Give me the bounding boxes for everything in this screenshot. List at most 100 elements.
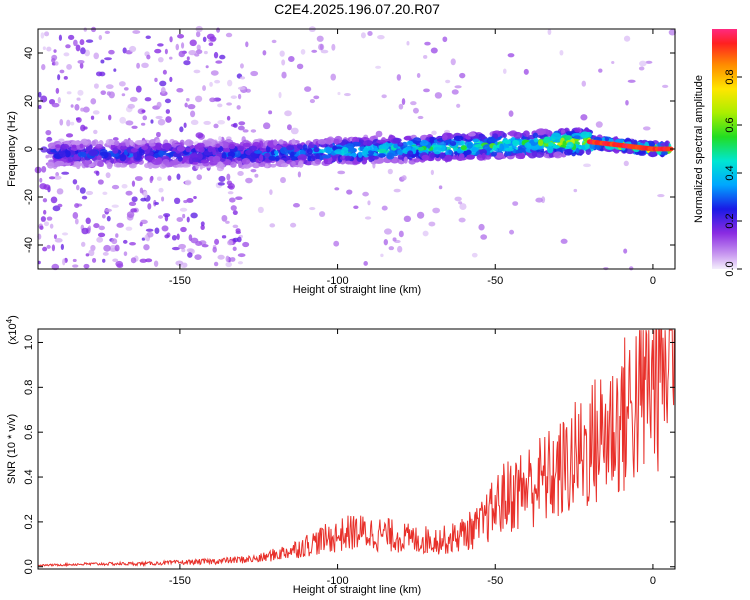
spectrum-band-cell [552,145,560,149]
spectrum-speckle [58,138,65,143]
spectrum-speckle [417,115,424,120]
spectrum-speckle [51,102,60,108]
spectrum-band-cell [515,153,526,160]
spectrum-speckle [123,251,128,257]
spectrum-speckle [178,50,186,58]
spectrum-band-cell [190,148,196,153]
spectrum-speckle [423,54,428,59]
spectrum-speckle [155,131,161,138]
spectrum-speckle [66,91,72,95]
spectrum-band-cell [386,152,395,160]
spectrogram-ytick-label: 20 [23,95,35,107]
spectrum-speckle [232,224,239,229]
spectrum-speckle [503,68,507,74]
spectrum-band-cell [203,140,212,145]
spectrum-speckle [76,97,81,101]
spectrum-speckle [320,49,329,54]
spectrum-band-cell [162,142,172,150]
spectrum-band-cell [585,148,592,155]
spectrum-speckle [416,211,425,219]
spectrum-band-cell [404,136,411,141]
spectrum-speckle [195,132,204,139]
colorbar-tick-label: 0.8 [724,69,736,84]
spectrum-band-cell [212,155,221,163]
spectrum-speckle [218,175,226,182]
spectrum-speckle [48,98,56,105]
spectrum-band-cell [393,143,399,149]
spectrum-speckle [111,238,118,245]
spectrum-band-cell [487,138,498,143]
spectrum-band-cell [188,156,194,165]
spectrum-speckle [169,36,173,43]
spectrum-speckle [139,222,143,227]
spectrum-speckle [240,63,244,69]
spectrum-band-cell [280,163,289,168]
spectrum-speckle [114,244,120,252]
spectrum-speckle [59,118,64,126]
spectrum-speckle [257,206,264,214]
snr-panel: -150 -100 -50 0 0.0 0.2 0.4 0.6 0.8 1.0 Height of… [5,315,676,596]
spectrum-speckle [168,56,173,60]
spectrum-band-cell [575,147,580,154]
spectrum-speckle [454,196,462,202]
spectrum-speckle [142,115,148,121]
spectrum-band-cell [392,137,402,143]
spectrum-speckle [313,95,320,100]
spectrum-speckle [42,246,48,252]
spectrum-band-cell [133,151,138,159]
spectrum-speckle [281,71,287,79]
spectrum-speckle [221,235,227,239]
spectrum-band-cell [230,161,237,168]
spectrum-band-cell [548,142,554,147]
spectrum-band-cell [220,157,226,162]
spectrum-speckle [304,86,312,92]
spectrum-speckle [208,42,214,47]
spectrum-band-cell [397,142,404,147]
spectrum-speckle [392,237,397,242]
spectrum-speckle [125,190,133,196]
spectrum-speckle [432,207,441,214]
spectrum-speckle [194,53,200,57]
spectrum-speckle [242,129,249,133]
spectrum-speckle [288,56,295,62]
spectrum-band-cell [177,156,183,162]
spectrum-speckle [250,169,257,173]
spectrum-speckle [183,199,188,204]
spectrum-band-cell [465,154,475,160]
spectrum-speckle [155,115,163,120]
spectrum-speckle [438,185,443,190]
spectrum-speckle [92,257,97,263]
spectrum-speckle [112,258,119,263]
spectrum-band-cell [254,150,263,154]
spectrum-speckle [95,170,100,176]
spectrum-speckle [623,35,631,42]
spectrum-speckle [129,242,136,246]
spectrum-band-cell [227,155,233,161]
spectrum-speckle [583,163,591,168]
spectrum-speckle [96,236,104,243]
spectrum-band-cell [184,139,193,147]
spectrum-speckle [232,246,237,252]
spectrum-band-cell [565,135,573,140]
spectrum-speckle [215,60,223,64]
spectrum-band-cell [112,147,119,154]
snr-ytick-label: 0.0 [23,559,35,574]
spectrum-speckle [188,234,193,242]
spectrum-speckle [57,74,61,81]
spectrum-band-cell [172,152,181,158]
spectrum-speckle [61,171,70,175]
spectrum-band-cell [252,162,261,169]
spectrum-speckle [209,97,216,103]
spectrum-speckle [185,98,190,102]
spectrum-speckle [108,49,115,55]
spectrum-speckle [72,212,79,219]
spectrum-band-cell [198,146,205,153]
spectrum-speckle [157,43,164,47]
spectrum-speckle [181,248,186,253]
spectrum-band-cell [154,142,163,150]
spectrum-speckle [625,99,629,106]
spectrum-speckle [383,228,392,235]
spectrum-speckle [184,102,188,108]
spectrum-band-cell [406,140,414,146]
spectrum-speckle [60,243,64,250]
